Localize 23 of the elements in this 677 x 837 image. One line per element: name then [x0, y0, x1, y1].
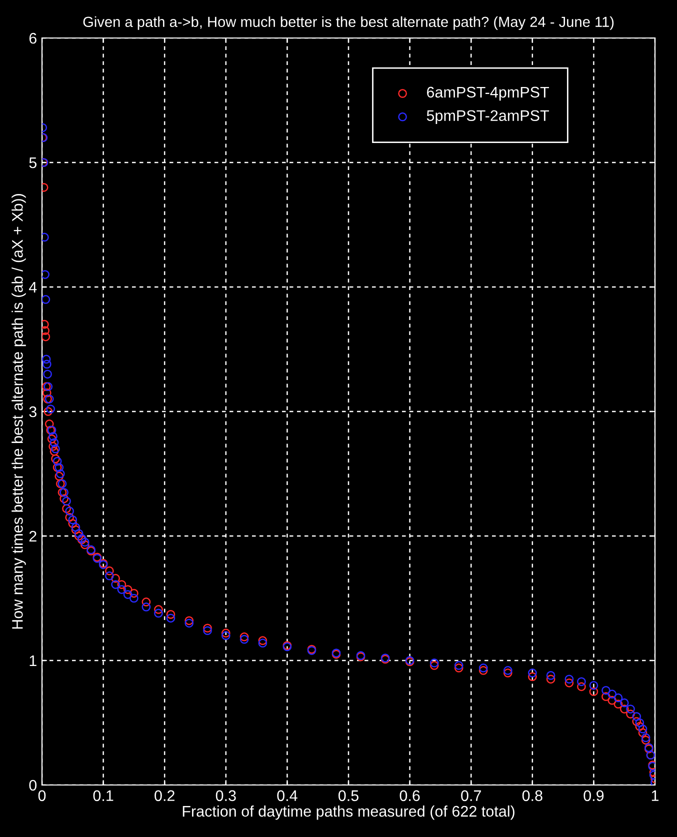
- y-tick-label: 1: [30, 656, 36, 666]
- x-tick-label: 0.6: [400, 790, 420, 802]
- y-tick-label: 0: [29, 780, 37, 791]
- x-tick-label: 0.1: [93, 790, 114, 802]
- x-tick-label: 0.4: [277, 790, 298, 802]
- x-tick-label: 0.5: [338, 790, 358, 802]
- legend-label: 6amPST-4pmPST: [427, 86, 549, 101]
- x-tick-label: 0.9: [584, 790, 604, 802]
- y-tick-label: 3: [29, 406, 36, 418]
- x-tick-label: 0.2: [154, 790, 174, 802]
- legend-label: 5pmPST-2amPST: [426, 110, 549, 124]
- y-axis-title: How many times better the best alternate path is (ab / (aX + Xb)): [12, 194, 26, 629]
- x-tick-label: 0.3: [216, 790, 236, 802]
- y-tick-label: 4: [28, 282, 37, 293]
- x-tick-label: 0: [38, 790, 46, 802]
- x-tick-label: 0.7: [461, 790, 481, 802]
- y-tick-label: 5: [29, 158, 36, 168]
- y-tick-label: 2: [29, 530, 36, 542]
- x-tick-label: 1: [652, 790, 659, 801]
- x-tick-label: 0.8: [522, 790, 542, 802]
- x-axis-title: Fraction of daytime paths measured (of 622 total): [182, 805, 514, 820]
- y-tick-label: 6: [29, 32, 36, 44]
- chart-title: Given a path a->b, How much better is the best alternate path? (May 24 - June 11): [83, 16, 614, 30]
